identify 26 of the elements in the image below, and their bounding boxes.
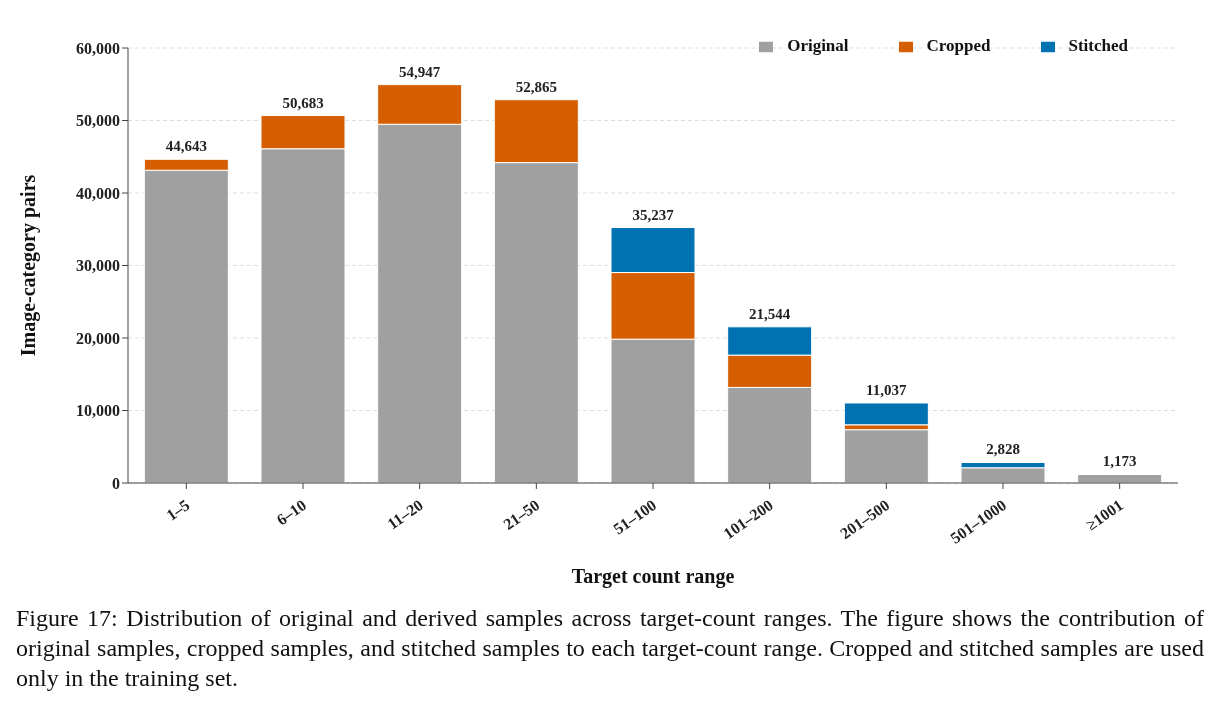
y-tick-label: 0 [112,474,120,492]
total-label: 11,037 [866,381,908,398]
legend-label: Stitched [1068,36,1128,55]
y-tick-label: 30,000 [76,257,120,275]
bar [843,429,929,483]
y-tick-label: 10,000 [76,402,120,420]
total-label: 1,173 [1102,453,1137,470]
total-label: 21,544 [749,305,791,322]
total-label: 35,237 [632,206,675,223]
x-axis-title: Target count range [571,565,735,588]
caption: Figure 17: Distribution of original and derived samples across target-count ranges. The figure shows the contribution of original samples, cropped samples, and stitched samples to each target-count range. Cropped and stitched samples are used only in the training set. [15,604,1205,693]
total-label: 52,865 [515,78,557,95]
y-tick-label: 20,000 [76,329,120,347]
y-tick-label: 50,000 [76,112,120,130]
legend-label: Original [787,36,849,55]
x-tick-label: 1–5 [163,496,193,524]
bar [843,402,929,426]
y-tick-label: 40,000 [76,184,120,202]
y-tick-label: 60,000 [76,39,120,57]
legend-label: Cropped [926,36,991,55]
total-label: 2,828 [986,441,1020,458]
total-label: 54,947 [399,63,441,80]
x-tick-label: 6–10 [273,496,310,529]
total-label: 44,643 [165,138,207,155]
total-label: 50,683 [282,94,324,111]
y-axis-title: Image-category pairs [17,174,41,357]
